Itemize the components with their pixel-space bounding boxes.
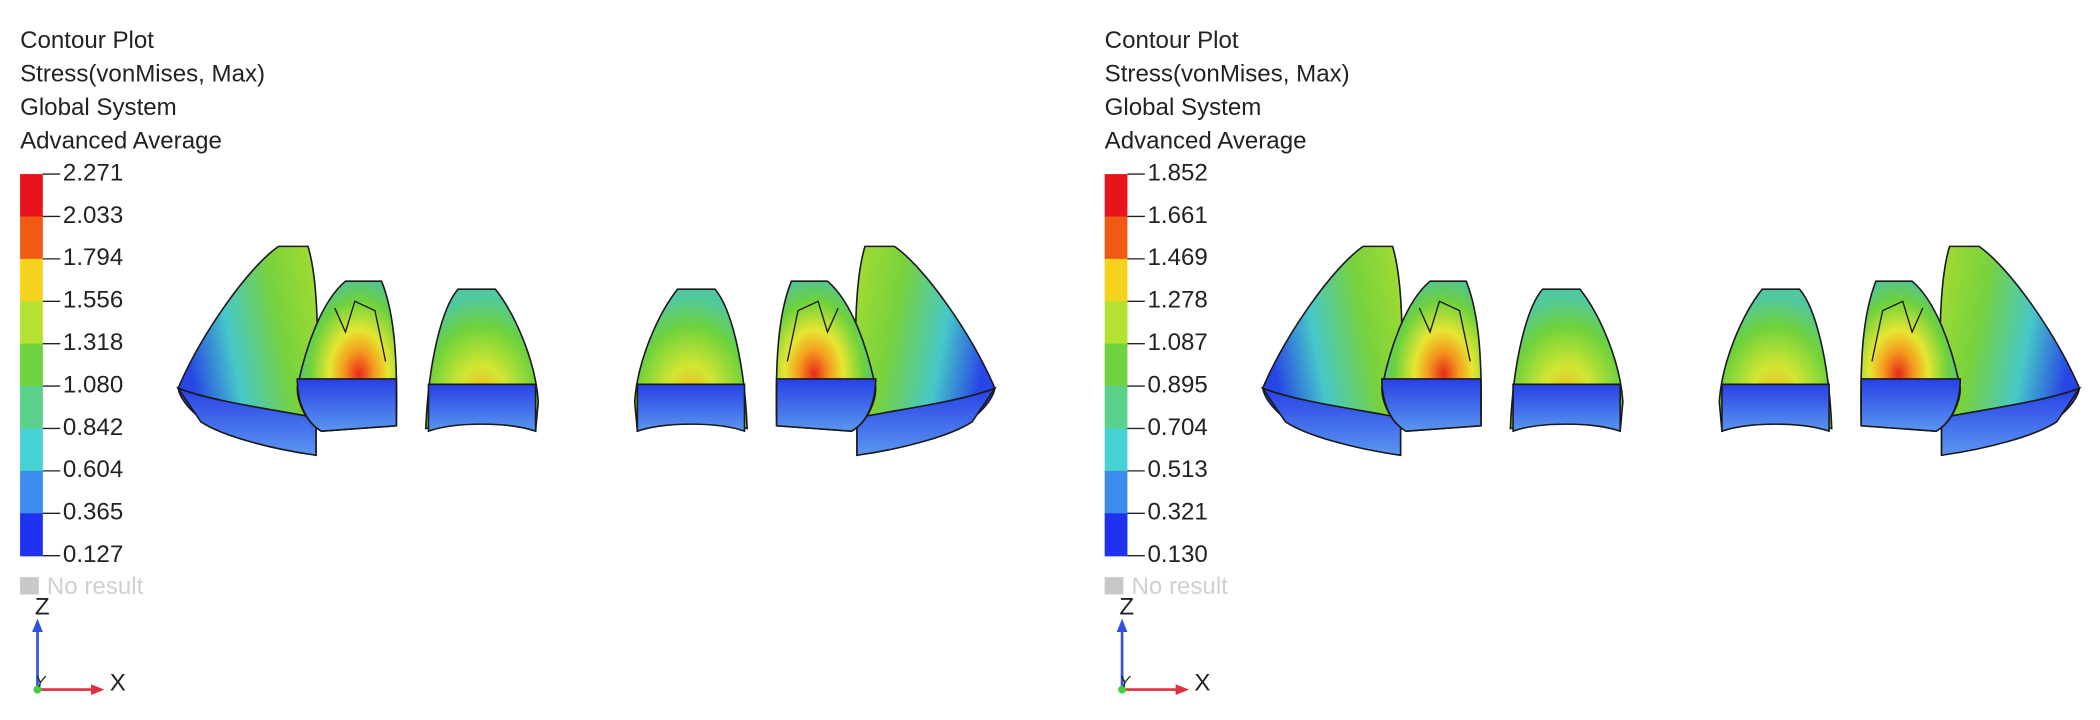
legend-value: 0.704 [1148, 414, 1208, 441]
legend-value: 1.794 [63, 244, 123, 271]
legend-header: Stress(vonMises, Max) [1105, 60, 1350, 87]
legend-header: Global System [20, 94, 177, 121]
no-result-swatch [1104, 577, 1124, 595]
viewport: Contour Plot Stress(vonMises, Max) Global … [20, 27, 2079, 697]
legend-value: 1.087 [1148, 329, 1208, 356]
axis-x-arrow [91, 684, 105, 695]
legend-color [1104, 258, 1128, 302]
axis-origin [1118, 685, 1127, 694]
no-result-swatch [20, 577, 39, 595]
legend-header: Contour Plot [1105, 27, 1239, 54]
legend-color [20, 258, 43, 302]
legend-header: Global System [1105, 94, 1262, 121]
legend-color [20, 301, 43, 345]
legend-color [1104, 386, 1128, 430]
legend-header: Advanced Average [1105, 127, 1307, 154]
legend-color [20, 386, 43, 430]
legend-value: 0.513 [1148, 456, 1208, 483]
legend-value: 0.130 [1148, 541, 1208, 568]
legend-color [1104, 301, 1128, 345]
legend-color [1104, 513, 1128, 557]
axis-origin [33, 685, 42, 694]
axis-z-label: Z [1119, 593, 1134, 620]
legend-value: 0.365 [63, 499, 123, 526]
legend-color [1104, 470, 1128, 514]
legend-color [20, 428, 43, 472]
axis-x-arrow [1175, 684, 1190, 695]
legend-header: Contour Plot [20, 27, 154, 54]
legend-color [20, 513, 43, 557]
legend-value: 1.661 [1148, 202, 1208, 229]
legend-value: 1.469 [1148, 244, 1208, 271]
axis-x-label: X [1194, 670, 1210, 697]
result-panel: Contour Plot Stress(vonMises, Max) Global … [1104, 27, 2080, 697]
axis-y-label: Y [1119, 673, 1131, 691]
legend-color [20, 216, 43, 260]
legend-header: Stress(vonMises, Max) [20, 60, 265, 87]
legend-color [1104, 216, 1128, 260]
legend-header: Advanced Average [20, 127, 222, 154]
result-panel: Contour Plot Stress(vonMises, Max) Global … [20, 27, 995, 697]
legend-value: 0.604 [63, 456, 123, 483]
legend-color [1104, 174, 1128, 218]
no-result-label: No result [1131, 573, 1228, 600]
legend-value: 0.842 [63, 414, 123, 441]
legend-value: 1.278 [1148, 287, 1208, 314]
legend-value: 0.321 [1148, 499, 1208, 526]
legend-color [20, 470, 43, 514]
tooth-model [178, 246, 995, 455]
legend-color [20, 343, 43, 387]
legend-value: 1.556 [63, 287, 123, 314]
legend-value: 1.852 [1148, 159, 1208, 186]
legend-color [1104, 343, 1128, 387]
legend-color [20, 174, 43, 218]
tooth-model [1263, 246, 2080, 455]
axis-x-label: X [110, 670, 126, 697]
axis-z-arrow [32, 618, 43, 633]
axis-y-label: Y [35, 673, 47, 691]
axis-z-label: Z [35, 593, 50, 620]
legend-value: 1.318 [63, 329, 123, 356]
legend-value: 0.895 [1148, 371, 1208, 398]
legend-value: 0.127 [63, 541, 123, 568]
legend-color [1104, 428, 1128, 472]
axis-z-arrow [1116, 618, 1128, 633]
no-result-label: No result [47, 573, 144, 600]
legend-value: 2.033 [63, 202, 123, 229]
legend-value: 1.080 [63, 371, 123, 398]
legend-value: 2.271 [63, 159, 123, 186]
